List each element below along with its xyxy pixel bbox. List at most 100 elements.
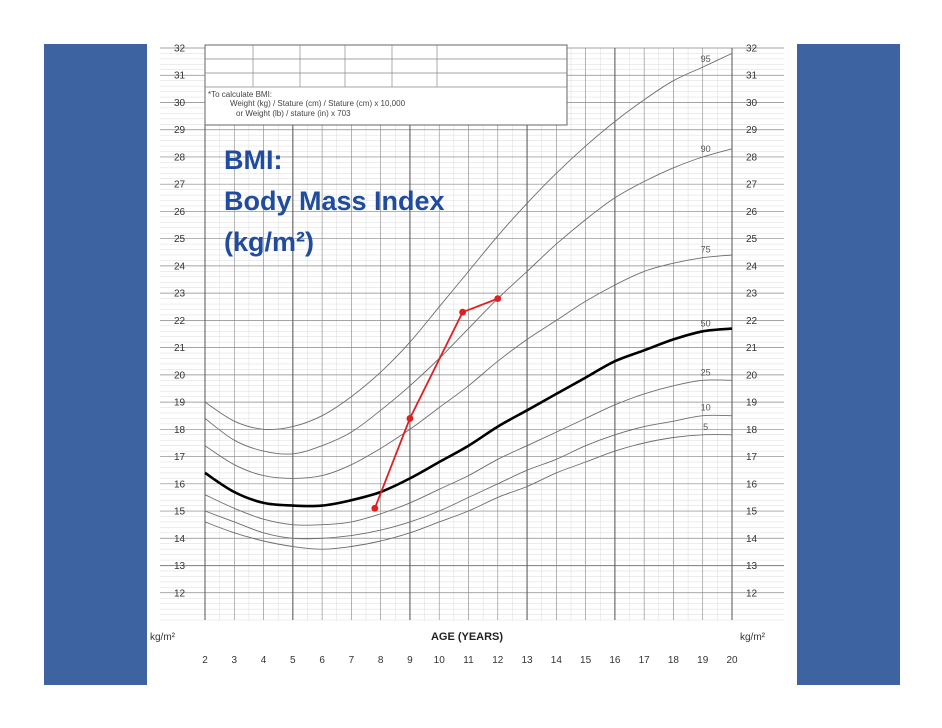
x-tick-label: 19	[697, 655, 709, 666]
patient-bmi-point	[406, 415, 414, 422]
x-axis-ticks: 2 3 4 5 6 7 8 9 10 11 12 13 14 15 16 17 18 19 20	[202, 655, 738, 666]
percentile-curve-5	[204, 434, 733, 550]
x-tick-label: 15	[580, 655, 592, 666]
y-tick-label-left: 24	[174, 261, 186, 272]
y-tick-label-left: 26	[174, 207, 186, 218]
y-tick-label-left: 31	[174, 71, 186, 82]
right-blue-band	[797, 44, 900, 685]
y-tick-label-left: 23	[174, 289, 186, 300]
y-tick-label-right: 30	[746, 98, 758, 109]
patient-bmi-line	[373, 297, 499, 509]
y-tick-label-left: 21	[174, 343, 186, 354]
y-tick-label-left: 16	[174, 479, 186, 490]
percentile-curve-90	[204, 148, 733, 455]
y-axis-right-ticks: 12 13 14 15 16 17 18 19 20 21 22 23 24 25 26 27 28 29 30 31…	[746, 44, 758, 600]
percentile-label-50: 50	[701, 318, 711, 328]
y-tick-label-left: 30	[174, 98, 186, 109]
x-axis-title: AGE (YEARS)	[431, 631, 503, 643]
percentile-curve-25	[204, 379, 733, 526]
y-tick-label-right: 31	[746, 71, 758, 82]
percentile-curve-10	[204, 414, 733, 540]
y-tick-label-left: 12	[174, 588, 186, 599]
y-tick-label-right: 32	[746, 44, 758, 55]
formula-line-2: Weight (kg) / Stature (cm) / Stature (cm…	[230, 99, 406, 108]
chart-title-line-3: (kg/m²)	[224, 227, 314, 257]
formula-line-1: *To calculate BMI:	[208, 90, 272, 99]
x-tick-label: 4	[261, 655, 267, 666]
y-tick-label-right: 24	[746, 261, 758, 272]
y-tick-label-left: 18	[174, 425, 186, 436]
chart-title-line-1: BMI:	[224, 145, 282, 175]
y-tick-label-left: 19	[174, 398, 186, 409]
x-tick-label: 11	[463, 655, 474, 666]
y-axis-left-ticks: 12 13 14 15 16 17 18 19 20 21 22 23 24 25 26 27 28 29 30 31…	[174, 44, 186, 600]
y-tick-label-left: 20	[174, 370, 186, 381]
y-tick-label-right: 23	[746, 289, 758, 300]
y-tick-label-right: 21	[746, 343, 758, 354]
x-tick-label: 10	[434, 655, 446, 666]
y-tick-label-left: 17	[174, 452, 186, 463]
x-tick-label: 8	[378, 655, 384, 666]
y-axis-unit-left: kg/m²	[150, 632, 176, 643]
y-tick-label-right: 17	[746, 452, 758, 463]
percentile-label-75: 75	[701, 245, 711, 255]
percentile-label-5: 5	[703, 422, 708, 432]
patient-bmi-point	[459, 308, 467, 316]
left-blue-band	[44, 44, 147, 685]
patient-bmi-series	[371, 295, 502, 512]
x-tick-label: 20	[726, 655, 738, 666]
axis-lines	[204, 48, 733, 620]
x-tick-label: 3	[231, 655, 237, 666]
formula-line-3: or Weight (lb) / stature (in) x 703	[236, 109, 351, 118]
y-tick-label-left: 13	[174, 561, 186, 572]
bmi-formula-box: *To calculate BMI: Weight (kg) / Stature…	[204, 44, 568, 126]
y-tick-label-left: 25	[174, 234, 186, 245]
percentile-curve-95	[204, 52, 733, 431]
y-tick-label-right: 25	[746, 234, 758, 245]
y-tick-label-left: 28	[174, 152, 186, 163]
y-tick-label-left: 14	[174, 534, 186, 545]
x-tick-label: 14	[551, 655, 563, 666]
percentile-curve-50	[204, 327, 733, 508]
x-tick-label: 6	[319, 655, 325, 666]
y-tick-label-right: 28	[746, 152, 758, 163]
x-tick-label: 12	[492, 655, 504, 666]
y-tick-label-left: 32	[174, 44, 186, 55]
y-tick-label-right: 29	[746, 125, 758, 136]
percentile-label-95: 95	[701, 54, 711, 64]
y-tick-label-right: 18	[746, 425, 758, 436]
y-axis-unit-right: kg/m²	[740, 632, 766, 643]
y-tick-label-left: 29	[174, 125, 186, 136]
chart-title-line-2: Body Mass Index	[224, 186, 445, 216]
y-tick-label-right: 26	[746, 207, 758, 218]
y-tick-label-right: 20	[746, 370, 758, 381]
x-tick-label: 13	[521, 655, 533, 666]
chart-paper	[147, 44, 797, 685]
percentile-labels: 95 90 75 50 25 10 5	[701, 54, 711, 432]
percentile-curves	[204, 52, 733, 550]
y-tick-label-right: 16	[746, 479, 758, 490]
x-tick-label: 9	[407, 655, 413, 666]
y-tick-label-right: 27	[746, 180, 758, 191]
patient-bmi-point	[371, 504, 379, 512]
y-tick-label-left: 22	[174, 316, 186, 327]
percentile-label-25: 25	[701, 367, 711, 377]
x-tick-label: 7	[349, 655, 355, 666]
y-tick-label-right: 22	[746, 316, 758, 327]
y-tick-label-right: 13	[746, 561, 758, 572]
patient-bmi-point	[494, 295, 502, 302]
y-tick-label-right: 15	[746, 507, 758, 518]
y-tick-label-left: 15	[174, 507, 186, 518]
x-tick-label: 5	[290, 655, 296, 666]
y-tick-label-right: 12	[746, 588, 758, 599]
x-tick-label: 2	[202, 655, 208, 666]
x-tick-label: 16	[609, 655, 621, 666]
y-tick-label-left: 27	[174, 180, 186, 191]
y-tick-label-right: 19	[746, 398, 758, 409]
percentile-curve-75	[204, 254, 733, 479]
x-tick-label: 17	[639, 655, 651, 666]
x-tick-label: 18	[668, 655, 680, 666]
y-tick-label-right: 14	[746, 534, 758, 545]
percentile-label-90: 90	[701, 144, 711, 154]
